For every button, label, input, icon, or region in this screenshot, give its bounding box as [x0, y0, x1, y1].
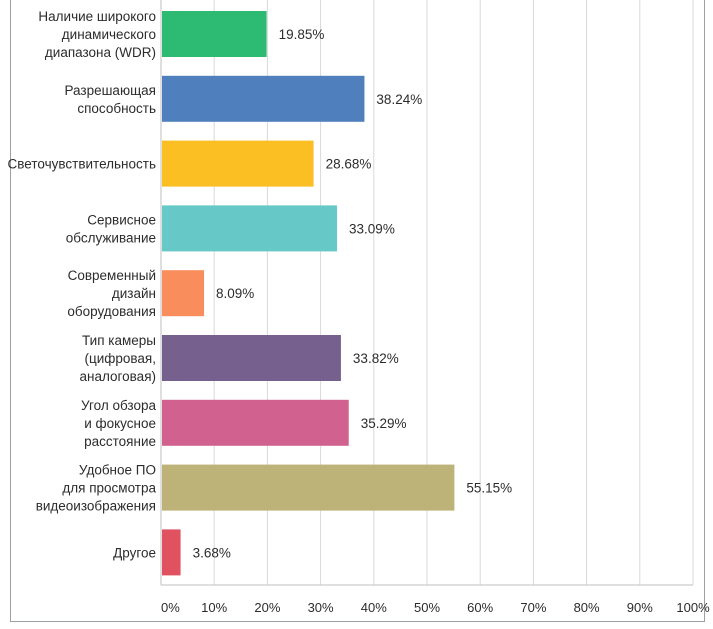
- bar: [162, 529, 181, 576]
- x-tick-label: 30%: [308, 600, 334, 615]
- x-tick-label: 60%: [467, 600, 493, 615]
- category-label: Современный дизайн оборудования: [67, 268, 156, 319]
- bar: [162, 140, 314, 187]
- x-tick-label: 80%: [574, 600, 600, 615]
- x-tick-label: 100%: [676, 600, 710, 615]
- bar-value-label: 33.09%: [349, 221, 395, 236]
- bar-value-label: 33.82%: [353, 351, 399, 366]
- category-label: Другое: [113, 545, 156, 560]
- bar-value-label: 19.85%: [279, 27, 325, 42]
- category-label: Удобное ПО для просмотра видеоизображения: [36, 463, 157, 514]
- x-tick-label: 20%: [254, 600, 280, 615]
- bar: [162, 11, 267, 57]
- x-tick-label: 0%: [161, 600, 180, 615]
- bar-value-label: 35.29%: [361, 416, 407, 431]
- bar-value-label: 8.09%: [216, 286, 254, 301]
- bar: [162, 464, 455, 511]
- x-tick-label: 70%: [520, 600, 546, 615]
- bar: [162, 335, 341, 381]
- bar: [162, 75, 365, 122]
- category-label: Угол обзора и фокусное расстояние: [81, 398, 156, 449]
- category-label: Разрешающая способность: [64, 83, 156, 116]
- bar: [162, 270, 205, 317]
- bar-value-label: 28.68%: [326, 157, 372, 172]
- category-label: Тип камеры (цифровая, аналоговая): [80, 333, 156, 384]
- category-label: Светочувствительность: [8, 157, 156, 172]
- bar: [162, 399, 349, 446]
- bar-value-label: 55.15%: [466, 481, 512, 496]
- x-tick-label: 90%: [627, 600, 653, 615]
- bar-value-label: 38.24%: [376, 92, 422, 107]
- x-tick-label: 10%: [201, 600, 227, 615]
- x-tick-label: 50%: [414, 600, 440, 615]
- bar: [162, 205, 338, 252]
- bar-value-label: 3.68%: [193, 545, 231, 560]
- category-label: Сервисное обслуживание: [66, 212, 156, 245]
- x-tick-label: 40%: [361, 600, 387, 615]
- category-label: Наличие широкого динамического диапазона (…: [38, 9, 156, 60]
